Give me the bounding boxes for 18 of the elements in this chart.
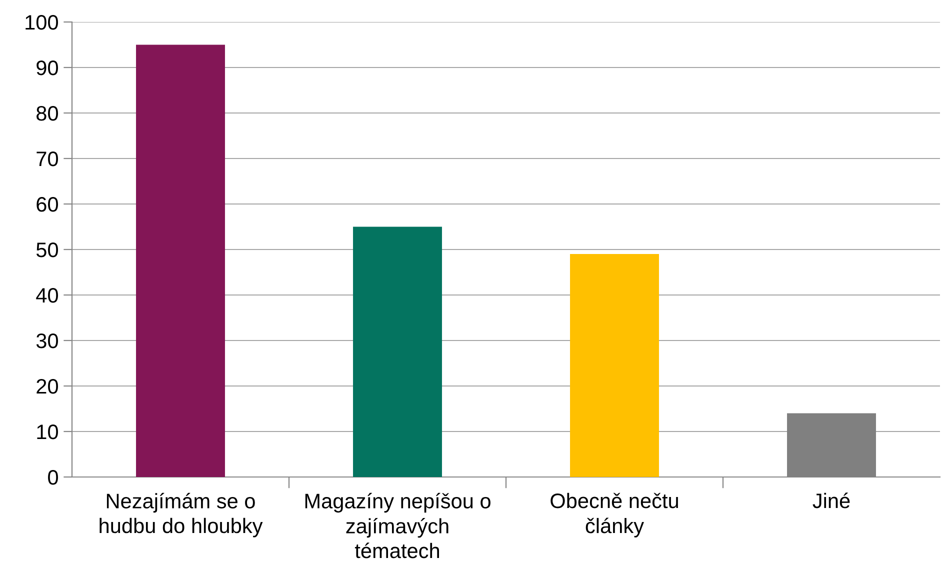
x-tick-label: Obecně nečtu články [550, 492, 678, 538]
x-tick-label: Jiné [812, 492, 850, 508]
y-tick-label: 40 [36, 288, 58, 303]
y-tick-label: 50 [36, 242, 58, 258]
y-tick-label: 10 [37, 424, 58, 440]
y-tick-label: 80 [36, 106, 58, 121]
bar [353, 226, 442, 477]
y-tick-label: 60 [36, 197, 58, 212]
y-tick-label: 90 [36, 60, 58, 76]
bar [136, 44, 225, 477]
y-tick-label: 70 [36, 152, 58, 166]
x-tick-label: Magazíny nepíšou o zajímavých tématech [305, 492, 490, 558]
y-tick-label: 30 [36, 334, 58, 348]
bar [570, 254, 659, 477]
y-tick-label: 20 [36, 379, 58, 394]
y-tick-label: 0 [48, 470, 58, 485]
x-tick-label: Nezajímám se o hudbu do hloubky [100, 492, 263, 538]
y-tick-label: 100 [26, 15, 58, 30]
